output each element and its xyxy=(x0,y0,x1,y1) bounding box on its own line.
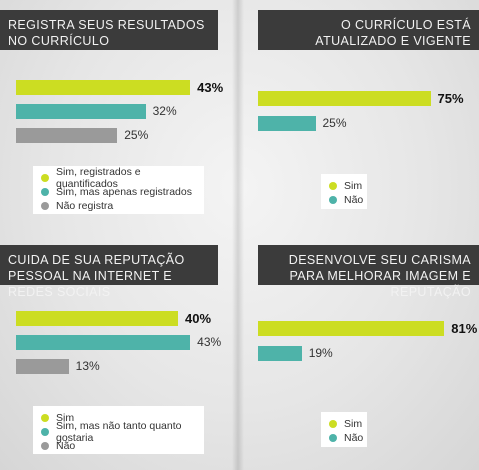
value-label-p3-s1: 43% xyxy=(197,335,222,349)
panel-2-legend: Sim Não xyxy=(321,174,367,209)
legend-label: Sim xyxy=(56,412,75,424)
bar-p1-s2 xyxy=(16,128,118,143)
legend-dot xyxy=(41,442,49,450)
legend-dot xyxy=(329,420,337,428)
legend-item: Sim xyxy=(329,417,363,431)
legend-dot xyxy=(329,434,337,442)
value-label-p4-s1: 19% xyxy=(308,346,333,360)
panel-1-legend: Sim, registrados e quantificados Sim, ma… xyxy=(33,166,204,214)
legend-label: Sim xyxy=(344,180,363,192)
panel-4-title: DESENVOLVE SEU CARISMA PARA MELHORAR IMA… xyxy=(258,245,479,299)
panel-3-legend: Sim Sim, mas não tanto quanto gostaria N… xyxy=(33,406,204,454)
legend-dot xyxy=(41,428,49,436)
panel-divider xyxy=(232,0,244,470)
legend-label: Sim, mas não tanto quanto gostaria xyxy=(56,420,182,444)
legend-item: Sim, mas apenas registrados xyxy=(41,185,196,199)
bar-p3-s1 xyxy=(16,335,191,350)
bar-p2-s1 xyxy=(258,116,316,131)
bar-p4-s1 xyxy=(258,346,302,361)
legend-dot xyxy=(41,188,49,196)
bar-p3-s0 xyxy=(16,311,178,326)
legend-label: Sim, registrados e quantificados xyxy=(56,166,141,190)
panel-1-title: REGISTRA SEUS RESULTADOS NO CURRÍCULO xyxy=(0,10,218,50)
legend-dot xyxy=(329,196,337,204)
legend-label: Sim, mas apenas registrados xyxy=(56,186,192,198)
legend-dot xyxy=(329,182,337,190)
bar-p4-s0 xyxy=(258,321,445,336)
legend-item: Sim xyxy=(41,411,196,425)
legend-label: Não registra xyxy=(56,200,114,212)
legend-item: Sim, mas não tanto quanto gostaria xyxy=(41,420,196,444)
bar-p1-s0 xyxy=(16,80,191,95)
legend-dot xyxy=(41,414,49,422)
value-label-p3-s2: 13% xyxy=(75,359,100,373)
legend-item: Não xyxy=(41,439,196,453)
value-label-p2-s0: 75% xyxy=(437,91,464,106)
legend-dot xyxy=(41,174,49,182)
bar-p3-s2 xyxy=(16,359,69,374)
value-label-p3-s0: 40% xyxy=(185,311,212,326)
legend-label: Não xyxy=(344,432,364,444)
value-label-p1-s2: 25% xyxy=(124,128,149,142)
legend-item: Não registra xyxy=(41,199,196,213)
legend-item: Sim xyxy=(329,179,363,193)
panel-3-title: CUIDA DE SUA REPUTAÇÃO PESSOAL NA INTERN… xyxy=(0,245,218,299)
value-label-p4-s0: 81% xyxy=(451,321,478,336)
legend-item: Não xyxy=(329,193,363,207)
legend-label: Não xyxy=(56,440,76,452)
value-label-p1-s1: 32% xyxy=(152,104,177,118)
legend-label: Sim xyxy=(344,418,363,430)
legend-label: Não xyxy=(344,194,364,206)
legend-item: Não xyxy=(329,431,363,445)
bar-p2-s0 xyxy=(258,91,431,106)
legend-dot xyxy=(41,202,49,210)
panel-2-title: O CURRÍCULO ESTÁ ATUALIZADO E VIGENTE xyxy=(258,10,479,50)
value-label-p2-s1: 25% xyxy=(322,116,347,130)
panel-4-legend: Sim Não xyxy=(321,412,367,447)
bar-p1-s1 xyxy=(16,104,146,119)
legend-item: Sim, registrados e quantificados xyxy=(41,166,196,190)
value-label-p1-s0: 43% xyxy=(197,80,224,95)
